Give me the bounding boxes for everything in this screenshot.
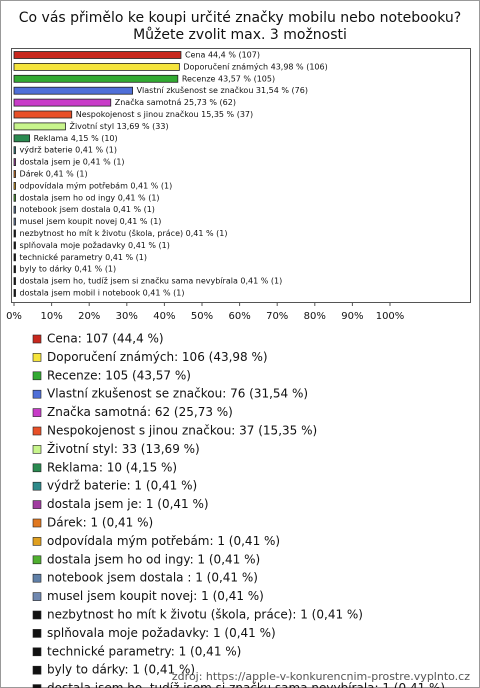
bar bbox=[13, 110, 73, 119]
legend-label: dostala jsem ho, tudíž jsem si značku sa… bbox=[47, 681, 445, 688]
x-tick-label: 20% bbox=[78, 311, 100, 322]
x-tick-label: 100% bbox=[376, 311, 405, 322]
legend-swatch bbox=[32, 573, 42, 583]
bar-label: dostala jsem je 0,41 % (1) bbox=[20, 158, 125, 167]
chart-title: Co vás přimělo ke koupi určité značky mo… bbox=[19, 10, 461, 26]
bar bbox=[13, 205, 16, 214]
legend-swatch bbox=[32, 371, 42, 381]
bar-label: Životní styl 13,69 % (33) bbox=[69, 120, 168, 131]
bar-label: Doporučení známých 43,98 % (106) bbox=[183, 61, 327, 71]
legend-label: Značka samotná: 62 (25,73 %) bbox=[47, 405, 233, 419]
bar bbox=[13, 51, 182, 59]
bar-label: splňovala moje požadavky 0,41 % (1) bbox=[20, 240, 170, 250]
legend-swatch bbox=[32, 665, 42, 675]
bar bbox=[13, 122, 66, 131]
bar bbox=[13, 74, 179, 83]
legend-swatch bbox=[32, 445, 42, 454]
bar bbox=[13, 158, 16, 167]
legend-swatch bbox=[32, 353, 42, 362]
legend-label: nezbytnost ho mít k životu (škola, práce… bbox=[47, 608, 363, 622]
legend-swatch bbox=[32, 518, 42, 528]
x-tick-label: 10% bbox=[40, 311, 62, 322]
x-tick-label: 40% bbox=[153, 311, 175, 322]
chart-subtitle: Můžete zvolit max. 3 možnosti bbox=[133, 27, 347, 43]
legend-swatch bbox=[32, 537, 42, 546]
legend-label: Doporučení známých: 106 (43,98 %) bbox=[47, 350, 268, 364]
x-tick-label: 30% bbox=[116, 311, 138, 322]
bar-label: Vlastní zkušenost se značkou 31,54 % (76… bbox=[137, 85, 308, 95]
bar-label: odpovídala mým potřebám 0,41 % (1) bbox=[20, 181, 173, 190]
legend-label: odpovídala mým potřebám: 1 (0,41 %) bbox=[47, 534, 280, 548]
legend-label: Cena: 107 (44,4 %) bbox=[47, 332, 164, 346]
x-tick-label: 60% bbox=[228, 311, 250, 322]
bar-label: musel jsem koupit novej 0,41 % (1) bbox=[20, 217, 162, 226]
x-tick-label: 90% bbox=[341, 311, 363, 322]
legend-label: technické parametry: 1 (0,41 %) bbox=[47, 644, 241, 658]
bar bbox=[13, 63, 180, 71]
legend-swatch bbox=[32, 389, 42, 399]
legend-swatch bbox=[32, 500, 42, 509]
bar bbox=[13, 170, 16, 178]
legend-swatch bbox=[32, 334, 42, 344]
bar bbox=[13, 253, 16, 262]
legend-label: Vlastní zkušenost se značkou: 76 (31,54 … bbox=[47, 387, 308, 401]
bar-label: dostala jsem ho, tudíž jsem si značku sa… bbox=[20, 276, 283, 286]
x-tick-label: 70% bbox=[266, 311, 288, 322]
legend-swatch bbox=[32, 481, 42, 491]
legend-swatch bbox=[32, 610, 42, 620]
legend-swatch bbox=[32, 647, 42, 657]
bar bbox=[13, 146, 16, 155]
bar bbox=[13, 193, 16, 202]
bar bbox=[13, 86, 133, 95]
legend-label: Recenze: 105 (43,57 %) bbox=[47, 368, 191, 382]
bar-label: výdrž baterie 0,41 % (1) bbox=[20, 146, 117, 155]
legend-swatch bbox=[32, 463, 42, 473]
legend-label: výdrž baterie: 1 (0,41 %) bbox=[47, 479, 197, 493]
bar-label: dostala jsem ho od ingy 0,41 % (1) bbox=[20, 193, 160, 202]
bar-label: dostala jsem mobil i notebook 0,41 % (1) bbox=[20, 289, 185, 298]
x-tick-label: 80% bbox=[304, 311, 326, 322]
legend-swatch bbox=[32, 555, 42, 565]
bar-label: Nespokojenost s jinou značkou 15,35 % (3… bbox=[76, 109, 253, 119]
legend-swatch bbox=[32, 426, 42, 436]
bar bbox=[13, 289, 16, 297]
bar bbox=[13, 229, 16, 238]
bar-label: Recenze 43,57 % (105) bbox=[182, 74, 275, 83]
bar-label: notebook jsem dostala 0,41 % (1) bbox=[20, 205, 155, 214]
bar-label: Reklama 4,15 % (10) bbox=[34, 134, 118, 143]
legend-label: splňovala moje požadavky: 1 (0,41 %) bbox=[47, 626, 276, 640]
legend-label: Životní styl: 33 (13,69 %) bbox=[47, 441, 200, 456]
legend-label: dostala jsem je: 1 (0,41 %) bbox=[47, 497, 209, 511]
bar-label: byly to dárky 0,41 % (1) bbox=[20, 265, 117, 274]
legend-swatch bbox=[32, 592, 42, 601]
legend-swatch bbox=[32, 684, 42, 688]
legend-swatch bbox=[32, 629, 42, 638]
bar-label: Cena 44,4 % (107) bbox=[185, 51, 260, 60]
bar bbox=[13, 98, 112, 107]
bar-label: Značka samotná 25,73 % (62) bbox=[115, 97, 236, 107]
bar-label: technické parametry 0,41 % (1) bbox=[20, 252, 147, 262]
bar-label: nezbytnost ho mít k životu (škola, práce… bbox=[20, 228, 228, 238]
bar bbox=[13, 241, 16, 250]
legend-label: dostala jsem ho od ingy: 1 (0,41 %) bbox=[47, 552, 260, 566]
x-tick-label: 50% bbox=[191, 311, 213, 322]
bar bbox=[13, 265, 16, 274]
legend-label: musel jsem koupit novej: 1 (0,41 %) bbox=[47, 589, 264, 603]
legend-label: byly to dárky: 1 (0,41 %) bbox=[47, 663, 195, 677]
legend-swatch bbox=[32, 408, 42, 417]
legend-label: Dárek: 1 (0,41 %) bbox=[47, 516, 153, 530]
bar bbox=[13, 134, 31, 143]
legend-label: Nespokojenost s jinou značkou: 37 (15,35… bbox=[47, 424, 317, 438]
legend-label: Reklama: 10 (4,15 %) bbox=[47, 460, 177, 474]
bar bbox=[13, 217, 16, 226]
bar bbox=[13, 181, 16, 190]
x-tick-label: 0% bbox=[6, 311, 22, 322]
legend-label: notebook jsem dostala : 1 (0,41 %) bbox=[47, 571, 258, 585]
bar-label: Dárek 0,41 % (1) bbox=[20, 170, 88, 179]
source: zdroj: https://apple-v-konkurencnim-pros… bbox=[172, 670, 470, 683]
bar bbox=[13, 277, 16, 286]
